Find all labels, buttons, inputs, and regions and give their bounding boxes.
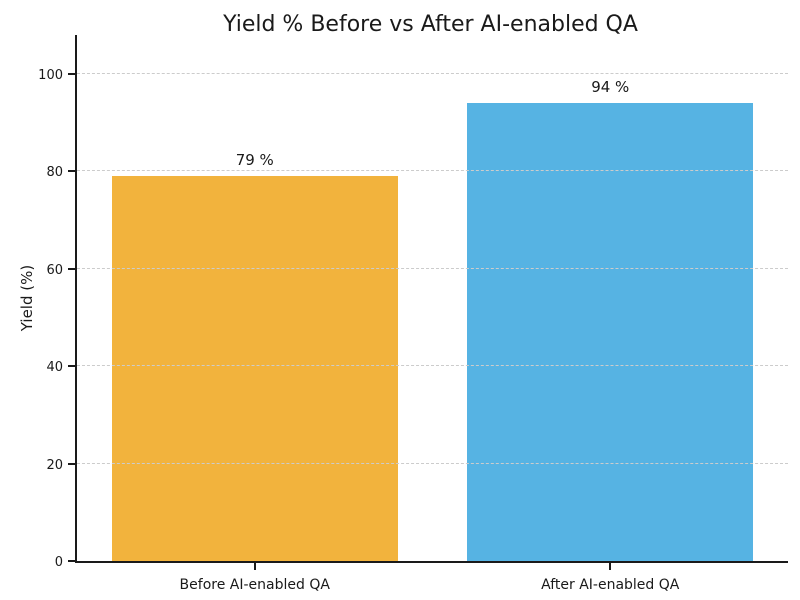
bar-value-label-before: 79 % [235,151,274,170]
y-tick-label: 80 [46,165,63,181]
x-tick-label-before: Before AI-enabled QA [179,577,330,593]
gridline-y-40 [77,365,788,367]
bar-group-before: 79 % Before AI-enabled QA [111,35,398,593]
bar-before-ai-qa [111,176,398,561]
y-tick-label: 20 [46,457,63,473]
plot-area: 79 % Before AI-enabled QA 94 % After AI-… [38,35,788,593]
y-tick-mark [68,462,75,465]
y-tick-mark [68,170,75,173]
y-tick-label: 100 [38,67,63,83]
x-tick-mark [609,563,612,570]
y-tick-label: 60 [46,262,63,278]
x-tick-mark [253,563,256,570]
gridline-y-80 [77,170,788,172]
y-tick-mark [68,365,75,368]
bar-group-after: 94 % After AI-enabled QA [467,35,754,593]
x-tick-label-after: After AI-enabled QA [541,577,680,593]
bar-after-ai-qa [467,103,754,561]
y-tick-mark [68,267,75,270]
gridline-y-20 [77,462,788,464]
gridline-y-100 [77,72,788,74]
y-tick-mark [68,72,75,75]
gridline-y-60 [77,267,788,269]
bar-value-label-after: 94 % [591,78,630,97]
y-tick-mark [68,560,75,562]
y-tick-label: 0 [54,555,63,570]
y-tick-label: 40 [46,360,63,376]
chart-title: Yield % Before vs After AI-enabled QA [223,12,638,37]
